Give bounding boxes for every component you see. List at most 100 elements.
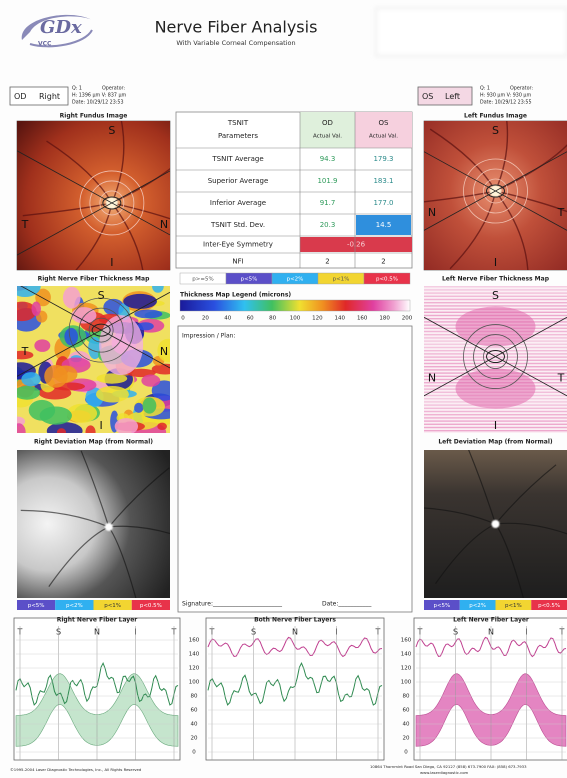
vessel [424,507,496,525]
legend-label: p<0.5% [538,603,560,609]
orientation-right: T [557,372,565,385]
vessel [111,202,144,270]
image-group [424,450,567,598]
impression-label: Impression / Plan: [182,333,235,340]
legend-swatch [531,600,567,610]
graph-title: Left Nerve Fiber Layer [453,617,529,624]
eye-box [417,86,473,106]
vessel [468,450,497,525]
eye-date: Date: 10/29/12 23:55 [480,100,532,106]
thickness-stripe [424,414,567,416]
thickness-stripe [424,426,567,429]
eye-code: OS [422,92,433,101]
vessel [108,467,170,528]
thickness-blob [152,286,164,293]
impression-box [177,325,413,613]
thickness-stripe [424,305,567,307]
table-value: 91.7 [320,199,336,207]
graph-y-label: 20 [403,736,410,742]
thickness-blob [53,365,78,383]
graph-y-label: 80 [403,694,410,700]
thickness-stripe [424,298,567,301]
table-cell: Inter-Eye Symmetry [203,241,273,249]
footer-copyright: ©1995-2004 Laser Diagnostic Technologies… [10,767,142,772]
disc-outline [91,323,111,337]
logo-swoosh [21,14,93,40]
thickness-tick-label: 100 [290,316,301,322]
vessel [111,202,170,220]
vessel [494,121,509,192]
orientation-left: T [21,345,29,358]
quadrant-line [17,170,170,256]
table-cell: TSNIT Average [211,155,263,163]
table-value: -0.26 [347,241,366,249]
thickness-tick-label: 140 [335,316,346,322]
vessel [48,526,110,587]
table-header: Actual Val. [369,134,398,140]
thickness-stripe [424,417,567,419]
thickness-blob [95,386,129,403]
graph-y-label: 40 [191,722,198,728]
table-value: 14.5 [376,221,392,229]
thickness-stripe [424,353,567,355]
thickness-blob [114,418,139,433]
thickness-tick-label: 160 [357,316,368,322]
graph-y-label: 140 [401,652,412,658]
quadrant-line [17,291,170,377]
image-group [424,286,567,433]
thickness-blob [141,374,161,387]
thickness-tick-label: 200 [402,316,413,322]
measurement-ring [483,344,508,369]
vessel [80,450,110,528]
vessel [429,128,497,192]
graph-y-label: 0 [192,750,196,756]
thickness-stripe [424,410,567,413]
quadrant-line [424,151,567,231]
graph-y-label: 120 [189,666,200,672]
orientation-right: N [160,218,168,231]
measurement-ring [68,297,134,363]
graph-y-label: 160 [401,638,412,644]
vessel [424,190,496,203]
vessel [20,509,110,528]
legend-label: p<5% [241,277,258,283]
vessel [495,190,567,213]
legend-swatch [495,600,532,610]
image-title: Right Nerve Fiber Thickness Map [38,276,150,283]
image-group [17,121,170,270]
measurement-ring [473,334,518,379]
legend-swatch [17,600,56,610]
table-header: Actual Val. [313,134,342,140]
normal-band [415,673,567,747]
graph-x-label: T [417,628,423,637]
graph-x-label: T [171,628,177,637]
thickness-blob [21,372,41,387]
image-title: Right Deviation Map (from Normal) [34,439,153,446]
thickness-blob [134,402,144,413]
orientation-left: N [428,372,436,385]
thickness-blob [142,397,157,414]
image-group [17,450,170,598]
vessel [435,523,496,585]
table-header: OS [379,119,390,127]
quadrant-line [20,286,170,369]
vessel [111,121,125,204]
measurement-ring [473,168,518,214]
table-value: 2 [325,258,329,266]
vessel [494,190,529,270]
measurement-ring [463,324,528,389]
flag-cell [356,215,411,235]
thickness-blob [17,385,41,400]
legend-swatch [55,600,94,610]
thickness-blob [31,301,41,317]
thickness-tick-label: 180 [379,316,390,322]
thickness-blob [455,306,536,347]
thickness-blob [96,373,128,384]
logo-text: VCC [38,41,52,48]
thickness-blob [134,309,163,319]
legend-swatch [459,600,496,610]
graph-title: Right Nerve Fiber Layer [57,617,138,624]
measurement-ring [79,170,145,236]
thickness-stripe [424,286,567,288]
